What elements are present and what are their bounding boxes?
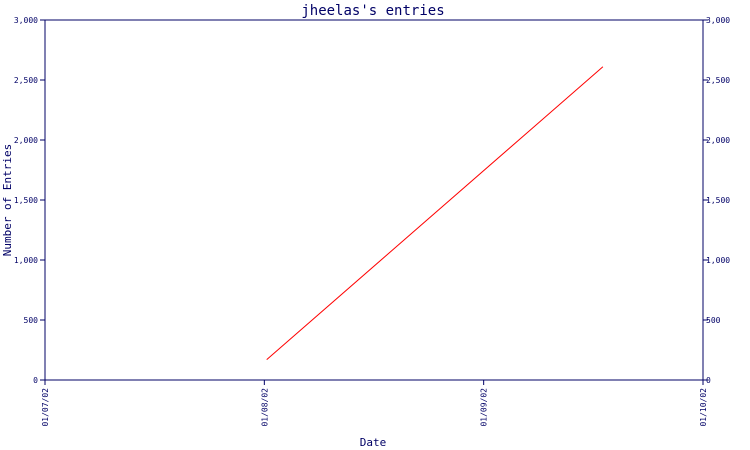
y-axis-right: 0 500 1,000 1,500 2,000 2,500 3,000 [703,16,730,385]
y-axis-left: 0 500 1,000 1,500 2,000 2,500 3,000 [14,16,45,385]
y-tick-label-left: 2,500 [14,76,38,85]
chart-title: jheelas's entries [301,3,444,19]
x-tick-label: 01/09/02 [480,388,489,427]
y-tick-label-right: 0 [706,376,711,385]
y-tick-label-left: 3,000 [14,16,38,25]
x-axis-title: Date [360,436,387,449]
y-tick-label-left: 1,500 [14,196,38,205]
y-tick-label-right: 2,000 [706,136,730,145]
x-tick-label: 01/08/02 [260,388,269,427]
y-tick-label-right: 3,000 [706,16,730,25]
x-tick-label: 01/07/02 [41,388,50,427]
y-tick-label-left: 500 [24,316,39,325]
x-tick-label: 01/10/02 [699,388,708,427]
series-group [266,66,604,360]
y-tick-label-left: 1,000 [14,256,38,265]
plot-area-frame [44,19,704,381]
x-axis: 01/07/02 01/08/02 01/09/02 01/10/02 [41,380,708,427]
y-axis-title: Number of Entries [1,144,14,257]
series-line [266,66,604,360]
y-tick-label-left: 0 [33,376,38,385]
y-tick-label-right: 1,500 [706,196,730,205]
y-tick-label-right: 500 [706,316,721,325]
y-tick-label-left: 2,000 [14,136,38,145]
y-tick-label-right: 1,000 [706,256,730,265]
y-tick-label-right: 2,500 [706,76,730,85]
